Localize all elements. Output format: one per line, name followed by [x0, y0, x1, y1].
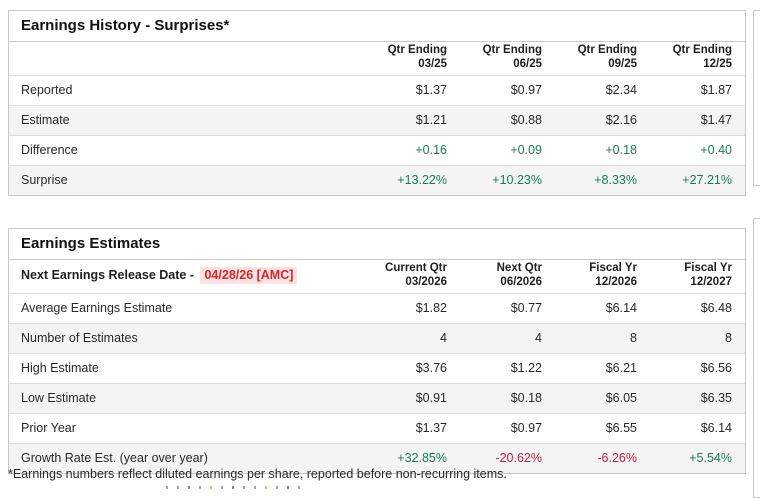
earnings-estimates-title: Earnings Estimates: [9, 229, 745, 260]
table-row: Average Earnings Estimate $1.82 $0.77 $6.14…: [9, 293, 745, 324]
header-spacer: [9, 42, 365, 76]
cell-value: $6.21: [555, 353, 650, 384]
row-label: Number of Estimates: [9, 323, 365, 354]
row-label: Growth Rate Est. (year over year): [9, 443, 365, 473]
cell-value: 8: [555, 323, 650, 354]
table-row: Prior Year $1.37 $0.97 $6.55 $6.14: [9, 413, 745, 444]
earnings-estimates-panel: Earnings Estimates Next Earnings Release…: [8, 228, 746, 474]
cell-value: $1.37: [365, 75, 460, 106]
cell-value: +13.22%: [365, 165, 460, 195]
cell-value: $0.18: [460, 383, 555, 414]
cell-value: +0.16: [365, 135, 460, 166]
table-row: Number of Estimates 4 4 8 8: [9, 323, 745, 354]
page-content: Earnings History - Surprises* Qtr Ending…: [8, 10, 746, 474]
cell-value: $1.37: [365, 413, 460, 444]
cell-value: $2.16: [555, 105, 650, 136]
row-label: Difference: [9, 135, 365, 166]
table-row: High Estimate $3.76 $1.22 $6.21 $6.56: [9, 353, 745, 384]
table-row: Low Estimate $0.91 $0.18 $6.05 $6.35: [9, 383, 745, 414]
next-earnings-release: Next Earnings Release Date - 04/28/26 [A…: [9, 260, 365, 294]
cell-value: $1.47: [650, 105, 745, 136]
cell-value: +32.85%: [365, 443, 460, 473]
cell-value: $6.35: [650, 383, 745, 414]
cell-value: 8: [650, 323, 745, 354]
cell-value: $0.91: [365, 383, 460, 414]
table-row: Estimate $1.21 $0.88 $2.16 $1.47: [9, 105, 745, 136]
cell-value: +0.40: [650, 135, 745, 166]
cell-value: +5.54%: [650, 443, 745, 473]
cell-value: +27.21%: [650, 165, 745, 195]
cell-value: $0.88: [460, 105, 555, 136]
table-row: Difference +0.16 +0.09 +0.18 +0.40: [9, 135, 745, 166]
cell-value: $0.77: [460, 293, 555, 324]
cell-value: $3.76: [365, 353, 460, 384]
release-date-badge: 04/28/26 [AMC]: [200, 266, 298, 284]
footnote: *Earnings numbers reflect diluted earnin…: [8, 467, 507, 481]
cell-value: $6.56: [650, 353, 745, 384]
column-header: Fiscal Yr 12/2027: [684, 262, 732, 288]
earnings-history-title: Earnings History - Surprises*: [9, 11, 745, 42]
row-label: Low Estimate: [9, 383, 365, 414]
column-header: Current Qtr 03/2026: [385, 262, 447, 288]
cell-value: +0.09: [460, 135, 555, 166]
cell-value: $2.34: [555, 75, 650, 106]
cell-value: +8.33%: [555, 165, 650, 195]
cell-value: $1.82: [365, 293, 460, 324]
release-date-label: Next Earnings Release Date -: [21, 267, 194, 282]
cell-value: $1.21: [365, 105, 460, 136]
column-header-row: Qtr Ending 03/25 Qtr Ending 06/25 Qtr Ending…: [9, 42, 745, 76]
row-label: Prior Year: [9, 413, 365, 444]
column-header: Qtr Ending 09/25: [577, 44, 637, 70]
earnings-history-panel: Earnings History - Surprises* Qtr Ending…: [8, 10, 746, 196]
table-row: Reported $1.37 $0.97 $2.34 $1.87: [9, 75, 745, 106]
column-header-row: Next Earnings Release Date - 04/28/26 [A…: [9, 260, 745, 294]
cell-value: $6.05: [555, 383, 650, 414]
table-row: Growth Rate Est. (year over year) +32.85%…: [9, 443, 745, 473]
cell-value: 4: [460, 323, 555, 354]
row-label: Estimate: [9, 105, 365, 136]
column-header: Qtr Ending 06/25: [482, 44, 542, 70]
cell-value: $0.97: [460, 75, 555, 106]
cell-value: $1.22: [460, 353, 555, 384]
adjacent-panel-cutoff-bottom: [753, 218, 760, 498]
earnings-history-table: Qtr Ending 03/25 Qtr Ending 06/25 Qtr Ending…: [9, 42, 745, 195]
cell-value: $6.14: [650, 413, 745, 444]
table-row: Surprise +13.22% +10.23% +8.33% +27.21%: [9, 165, 745, 195]
cell-value: $6.55: [555, 413, 650, 444]
cell-value: +10.23%: [460, 165, 555, 195]
row-label: Surprise: [9, 165, 365, 195]
column-header: Qtr Ending 03/25: [387, 44, 447, 70]
cell-value: +0.18: [555, 135, 650, 166]
cell-value: $0.97: [460, 413, 555, 444]
cell-value: -6.26%: [555, 443, 650, 473]
column-header: Next Qtr 06/2026: [496, 262, 542, 288]
cell-value: -20.62%: [460, 443, 555, 473]
row-label: High Estimate: [9, 353, 365, 384]
cell-value: $6.48: [650, 293, 745, 324]
row-label: Reported: [9, 75, 365, 106]
column-header: Fiscal Yr 12/2026: [589, 262, 637, 288]
partially-visible-row: [166, 486, 466, 492]
cell-value: $6.14: [555, 293, 650, 324]
cell-value: 4: [365, 323, 460, 354]
row-label: Average Earnings Estimate: [9, 293, 365, 324]
cell-value: $1.87: [650, 75, 745, 106]
adjacent-panel-cutoff-top: [753, 10, 760, 186]
column-header: Qtr Ending 12/25: [672, 44, 732, 70]
earnings-estimates-table: Next Earnings Release Date - 04/28/26 [A…: [9, 260, 745, 473]
